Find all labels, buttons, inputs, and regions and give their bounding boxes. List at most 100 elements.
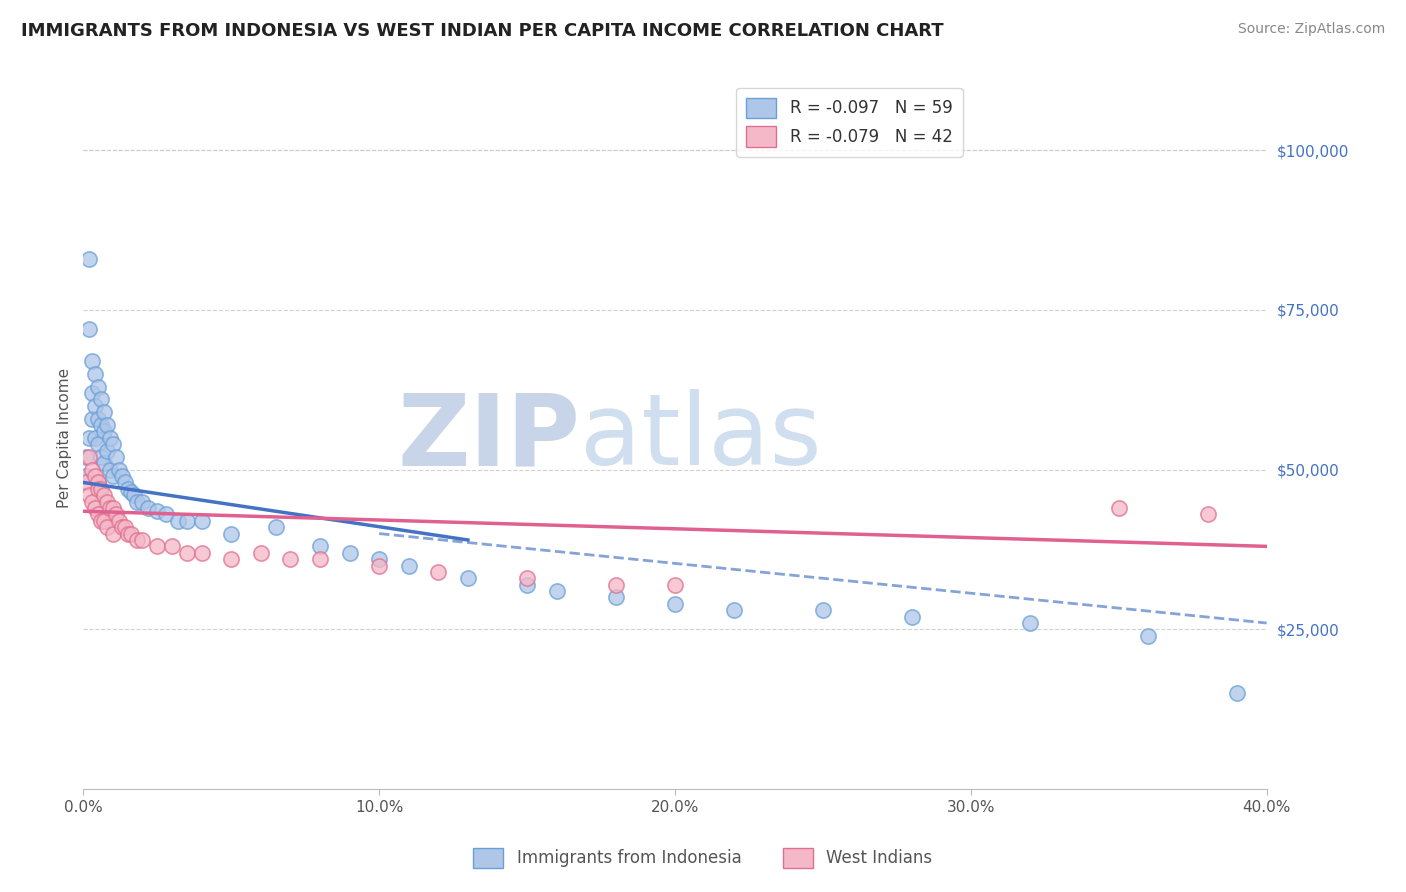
Point xyxy=(84,469,107,483)
Point xyxy=(114,475,136,490)
Point xyxy=(117,482,139,496)
Point xyxy=(82,494,104,508)
Point xyxy=(77,252,100,266)
Point xyxy=(87,508,110,522)
Point xyxy=(93,456,115,470)
Point xyxy=(368,558,391,573)
Point xyxy=(1019,615,1042,630)
Point xyxy=(82,463,104,477)
Point xyxy=(1226,686,1249,700)
Point xyxy=(339,546,361,560)
Point xyxy=(90,482,112,496)
Point xyxy=(723,603,745,617)
Point xyxy=(131,533,153,547)
Point xyxy=(516,571,538,585)
Point xyxy=(1137,629,1160,643)
Point xyxy=(120,485,142,500)
Point xyxy=(98,501,121,516)
Point xyxy=(84,501,107,516)
Point xyxy=(77,450,100,464)
Point xyxy=(155,508,177,522)
Point xyxy=(98,463,121,477)
Point xyxy=(190,514,212,528)
Point xyxy=(309,540,332,554)
Point xyxy=(96,443,118,458)
Point xyxy=(280,552,302,566)
Point xyxy=(104,450,127,464)
Point xyxy=(131,494,153,508)
Point xyxy=(146,540,169,554)
Point xyxy=(117,526,139,541)
Point xyxy=(96,417,118,432)
Point xyxy=(167,514,190,528)
Point xyxy=(77,322,100,336)
Point xyxy=(398,558,420,573)
Text: ZIP: ZIP xyxy=(398,389,581,486)
Point xyxy=(160,540,183,554)
Point xyxy=(96,494,118,508)
Point xyxy=(75,450,97,464)
Point xyxy=(138,501,160,516)
Point xyxy=(114,520,136,534)
Point xyxy=(98,431,121,445)
Point xyxy=(104,508,127,522)
Point xyxy=(122,488,145,502)
Point xyxy=(82,354,104,368)
Point xyxy=(605,577,627,591)
Point xyxy=(84,399,107,413)
Point xyxy=(176,546,198,560)
Point xyxy=(605,591,627,605)
Point xyxy=(96,520,118,534)
Point xyxy=(125,494,148,508)
Point xyxy=(249,546,271,560)
Legend: R = -0.097   N = 59, R = -0.079   N = 42: R = -0.097 N = 59, R = -0.079 N = 42 xyxy=(737,87,963,157)
Point xyxy=(93,405,115,419)
Point xyxy=(1108,501,1130,516)
Point xyxy=(1197,508,1219,522)
Point xyxy=(111,520,134,534)
Point xyxy=(87,379,110,393)
Y-axis label: Per Capita Income: Per Capita Income xyxy=(58,368,72,508)
Point xyxy=(93,425,115,439)
Point xyxy=(101,437,124,451)
Point xyxy=(101,469,124,483)
Point xyxy=(457,571,479,585)
Point xyxy=(309,552,332,566)
Legend: Immigrants from Indonesia, West Indians: Immigrants from Indonesia, West Indians xyxy=(467,841,939,875)
Point xyxy=(664,597,686,611)
Point xyxy=(87,437,110,451)
Point xyxy=(87,475,110,490)
Point xyxy=(90,514,112,528)
Point xyxy=(84,367,107,381)
Text: Source: ZipAtlas.com: Source: ZipAtlas.com xyxy=(1237,22,1385,37)
Point xyxy=(264,520,287,534)
Point xyxy=(900,609,922,624)
Point xyxy=(77,431,100,445)
Text: atlas: atlas xyxy=(581,389,823,486)
Point xyxy=(87,411,110,425)
Point xyxy=(82,386,104,401)
Point xyxy=(101,501,124,516)
Point xyxy=(90,417,112,432)
Point xyxy=(93,514,115,528)
Point xyxy=(77,488,100,502)
Point xyxy=(75,475,97,490)
Point xyxy=(219,526,242,541)
Point xyxy=(120,526,142,541)
Text: IMMIGRANTS FROM INDONESIA VS WEST INDIAN PER CAPITA INCOME CORRELATION CHART: IMMIGRANTS FROM INDONESIA VS WEST INDIAN… xyxy=(21,22,943,40)
Point xyxy=(516,577,538,591)
Point xyxy=(546,584,568,599)
Point xyxy=(75,469,97,483)
Point xyxy=(146,504,169,518)
Point xyxy=(93,488,115,502)
Point xyxy=(90,450,112,464)
Point xyxy=(176,514,198,528)
Point xyxy=(101,526,124,541)
Point xyxy=(107,514,129,528)
Point xyxy=(87,475,110,490)
Point xyxy=(84,431,107,445)
Point xyxy=(427,565,450,579)
Point xyxy=(190,546,212,560)
Point xyxy=(368,552,391,566)
Point xyxy=(811,603,834,617)
